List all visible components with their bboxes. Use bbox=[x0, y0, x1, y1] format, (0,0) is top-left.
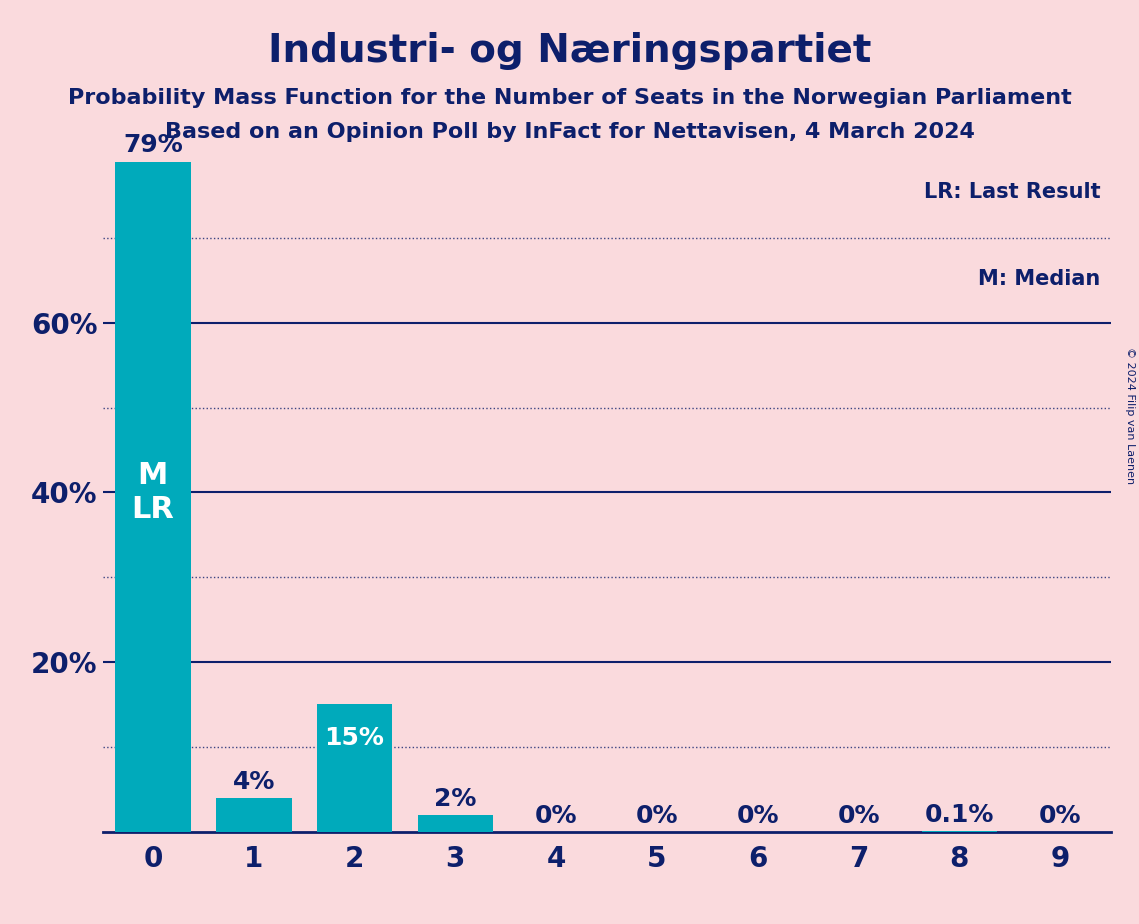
Text: 2%: 2% bbox=[434, 787, 476, 811]
Text: 0%: 0% bbox=[535, 804, 577, 828]
Bar bbox=[317, 704, 392, 832]
Text: 0%: 0% bbox=[737, 804, 779, 828]
Text: Industri- og Næringspartiet: Industri- og Næringspartiet bbox=[268, 32, 871, 70]
Bar bbox=[418, 815, 493, 832]
Text: © 2024 Filip van Laenen: © 2024 Filip van Laenen bbox=[1125, 347, 1134, 484]
Text: Based on an Opinion Poll by InFact for Nettavisen, 4 March 2024: Based on an Opinion Poll by InFact for N… bbox=[164, 122, 975, 142]
Text: 4%: 4% bbox=[232, 771, 274, 795]
Text: 79%: 79% bbox=[123, 133, 182, 157]
Bar bbox=[115, 162, 190, 832]
Text: M
LR: M LR bbox=[131, 461, 174, 524]
Text: 0%: 0% bbox=[636, 804, 678, 828]
Text: Probability Mass Function for the Number of Seats in the Norwegian Parliament: Probability Mass Function for the Number… bbox=[67, 88, 1072, 108]
Text: 15%: 15% bbox=[325, 725, 385, 749]
Text: 0%: 0% bbox=[1039, 804, 1081, 828]
Text: LR: Last Result: LR: Last Result bbox=[924, 182, 1100, 201]
Text: M: Median: M: Median bbox=[978, 269, 1100, 289]
Text: 0%: 0% bbox=[837, 804, 879, 828]
Text: 0.1%: 0.1% bbox=[925, 803, 994, 827]
Bar bbox=[216, 797, 292, 832]
